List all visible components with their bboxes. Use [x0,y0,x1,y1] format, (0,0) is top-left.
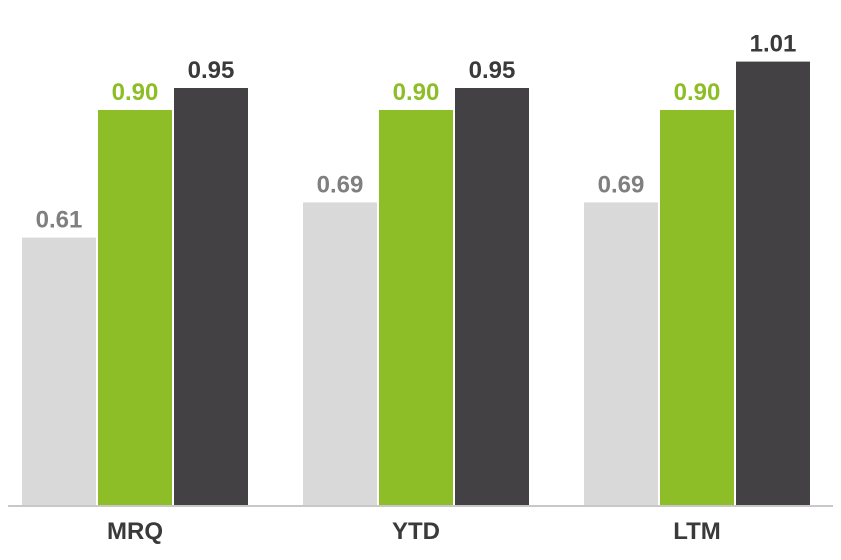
category-label-mrq: MRQ [107,518,163,545]
bar-ytd-series-1 [303,202,377,506]
bar-ytd-series-2 [379,110,453,506]
data-label-ytd-series-2: 0.90 [393,79,440,106]
category-label-ltm: LTM [673,518,721,545]
bar-mrq-series-1 [22,237,96,506]
data-label-ytd-series-1: 0.69 [317,171,364,198]
bar-mrq-series-2 [98,110,172,506]
bar-ltm-series-3 [736,61,810,506]
bars-layer [22,61,810,506]
data-label-ltm-series-1: 0.69 [598,171,645,198]
data-label-ltm-series-3: 1.01 [750,31,797,58]
bar-mrq-series-3 [174,88,248,506]
data-label-mrq-series-3: 0.95 [188,57,235,84]
labels-layer: 0.61 0.90 0.95 0.69 0.90 0.95 0.69 0.90 1.01 [36,31,797,234]
data-label-ltm-series-2: 0.90 [674,79,721,106]
bar-ytd-series-3 [455,88,529,506]
category-labels: MRQ YTD LTM [107,518,721,545]
data-label-ytd-series-3: 0.95 [469,57,516,84]
data-label-mrq-series-1: 0.61 [36,207,83,234]
bar-ltm-series-1 [584,202,658,506]
category-label-ytd: YTD [392,518,440,545]
bar-ltm-series-2 [660,110,734,506]
data-label-mrq-series-2: 0.90 [112,79,159,106]
